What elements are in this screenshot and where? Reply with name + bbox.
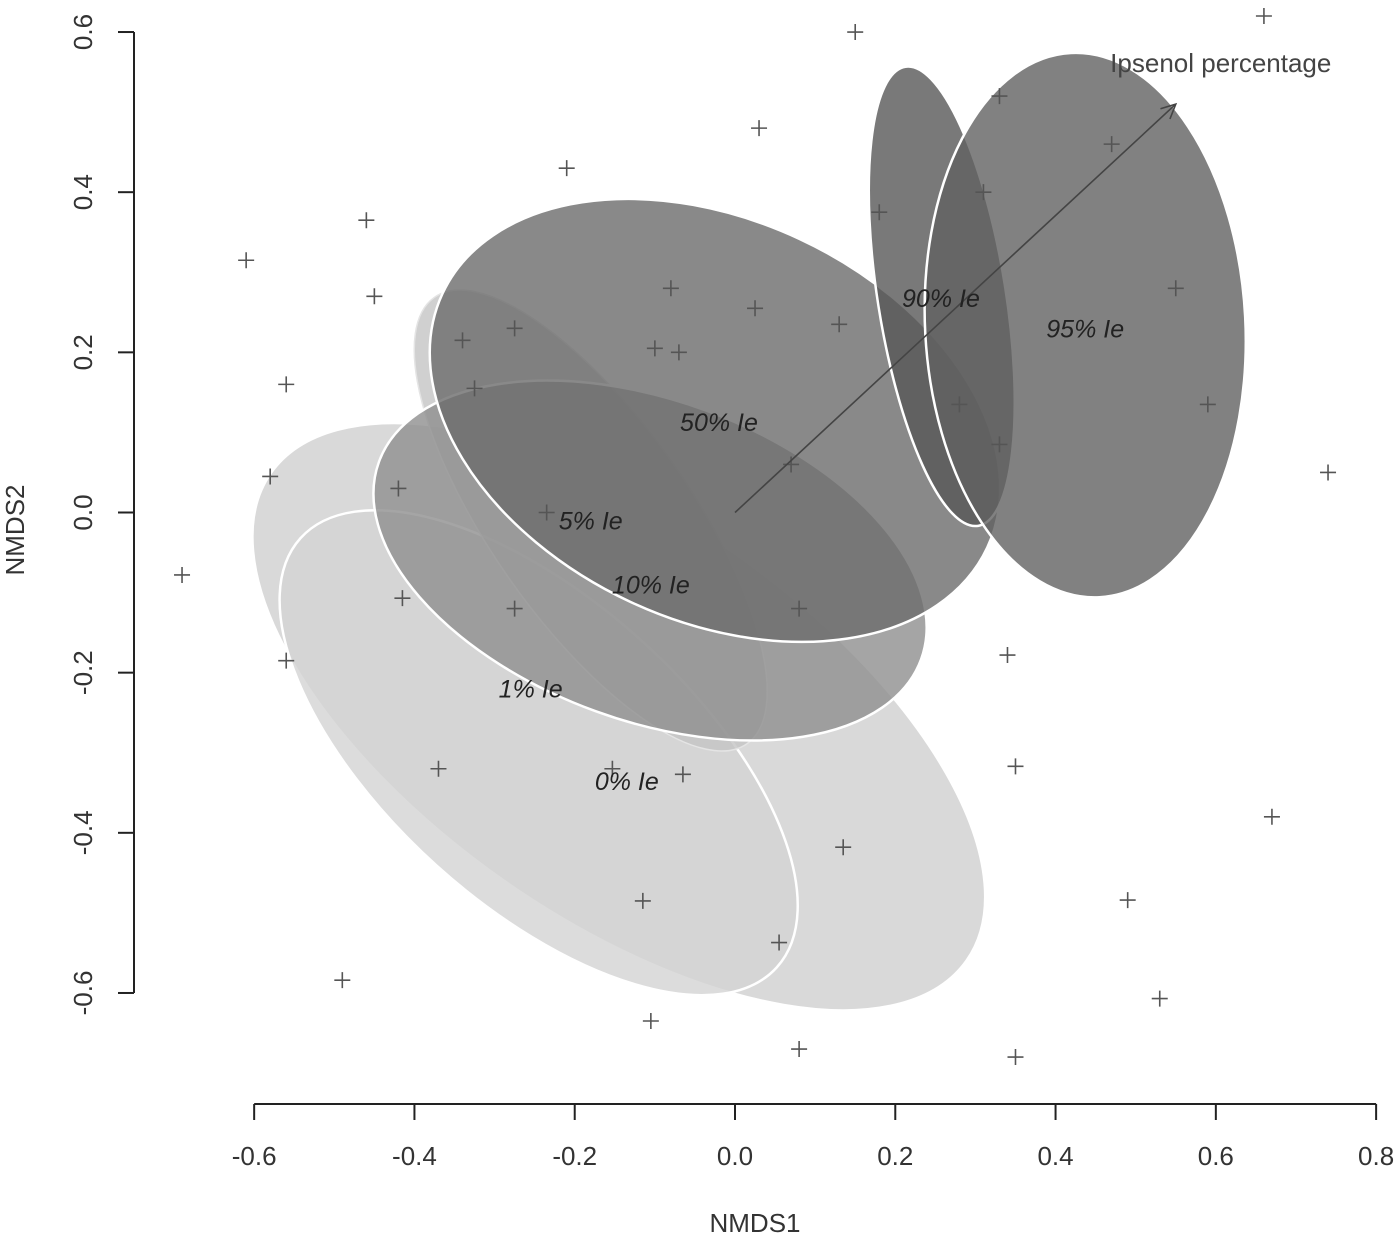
data-point — [1199, 396, 1216, 413]
data-point — [1320, 464, 1337, 481]
data-point — [951, 396, 968, 413]
data-point — [238, 252, 255, 269]
data-point — [791, 600, 808, 617]
ellipse-50pct — [428, 197, 1002, 644]
ellipse-label: 5% Ie — [559, 508, 623, 536]
data-point — [1167, 280, 1184, 297]
data-point — [538, 504, 555, 521]
data-point — [1119, 892, 1136, 909]
data-point — [1151, 990, 1168, 1007]
ellipse-label: 90% Ie — [902, 285, 980, 313]
data-point — [791, 1041, 808, 1058]
data-point — [835, 839, 852, 856]
data-point — [670, 344, 687, 361]
data-point — [991, 88, 1008, 105]
data-point — [278, 376, 295, 393]
data-point — [975, 184, 992, 201]
x-tick-label: 0.4 — [1037, 1141, 1073, 1171]
vector-label: Ipsenol percentage — [1110, 48, 1331, 78]
ipsenol-vector-arrow — [734, 103, 1177, 514]
data-point — [174, 566, 191, 583]
data-point — [831, 316, 848, 333]
data-point — [751, 120, 768, 137]
ellipse-label: 1% Ie — [499, 676, 563, 704]
data-point — [506, 320, 523, 337]
ellipses-layer — [251, 51, 1248, 1012]
data-point — [430, 760, 447, 777]
data-point — [334, 972, 351, 989]
data-point — [390, 480, 407, 497]
x-tick-label: -0.6 — [232, 1141, 277, 1171]
data-point — [366, 288, 383, 305]
data-point — [394, 590, 411, 607]
y-tick-label: -0.2 — [68, 650, 98, 695]
data-point — [454, 332, 471, 349]
data-point — [558, 160, 575, 177]
points-layer — [174, 8, 1337, 1066]
data-point — [847, 24, 864, 41]
data-point — [634, 892, 651, 909]
arrowhead-icon — [1160, 102, 1178, 120]
data-point — [1255, 8, 1272, 25]
x-tick-label: 0.8 — [1358, 1141, 1394, 1171]
data-point — [646, 340, 663, 357]
data-point — [662, 280, 679, 297]
y-axis-label: NMDS2 — [0, 484, 30, 575]
data-point — [1007, 758, 1024, 775]
ellipse-label: 50% Ie — [680, 409, 758, 437]
x-tick-label: 0.6 — [1198, 1141, 1234, 1171]
data-point — [278, 652, 295, 669]
ellipse-labels-layer: 1% Ie 0% Ie 5% Ie 10% Ie 50% Ie 90% Ie 95% Ie — [499, 285, 1124, 796]
x-tick-label: 0.2 — [877, 1141, 913, 1171]
ellipse-label: 0% Ie — [595, 768, 659, 796]
data-point — [999, 647, 1016, 664]
data-point — [466, 380, 483, 397]
vector-layer: Ipsenol percentage — [734, 48, 1331, 514]
data-point — [506, 600, 523, 617]
data-point — [871, 204, 888, 221]
x-tick-label: 0.0 — [717, 1141, 753, 1171]
y-tick-label: -0.4 — [68, 810, 98, 855]
y-tick-label: -0.6 — [68, 971, 98, 1016]
data-point — [674, 766, 691, 783]
data-point — [358, 212, 375, 229]
ellipse-95pct — [923, 51, 1248, 599]
x-tick-label: -0.4 — [392, 1141, 437, 1171]
x-tick-label: -0.2 — [552, 1141, 597, 1171]
data-point — [771, 934, 788, 951]
y-tick-label: 0.2 — [68, 334, 98, 370]
y-tick-label: 0.6 — [68, 14, 98, 50]
data-point — [991, 436, 1008, 453]
data-point — [747, 300, 764, 317]
axes: -0.6 -0.4 -0.2 0.0 0.2 0.4 0.6 0.8 -0.6 -0.4 -0.2 0… — [68, 14, 1394, 1171]
data-point — [1103, 136, 1120, 153]
data-point — [1263, 808, 1280, 825]
ellipse-label: 10% Ie — [612, 572, 690, 600]
data-point — [1007, 1049, 1024, 1066]
x-axis-label: NMDS1 — [709, 1208, 800, 1238]
y-tick-label: 0.0 — [68, 494, 98, 530]
ellipse-label: 95% Ie — [1046, 315, 1124, 343]
data-point — [604, 760, 621, 777]
data-point — [262, 468, 279, 485]
y-tick-label: 0.4 — [68, 174, 98, 210]
data-point — [642, 1013, 659, 1030]
